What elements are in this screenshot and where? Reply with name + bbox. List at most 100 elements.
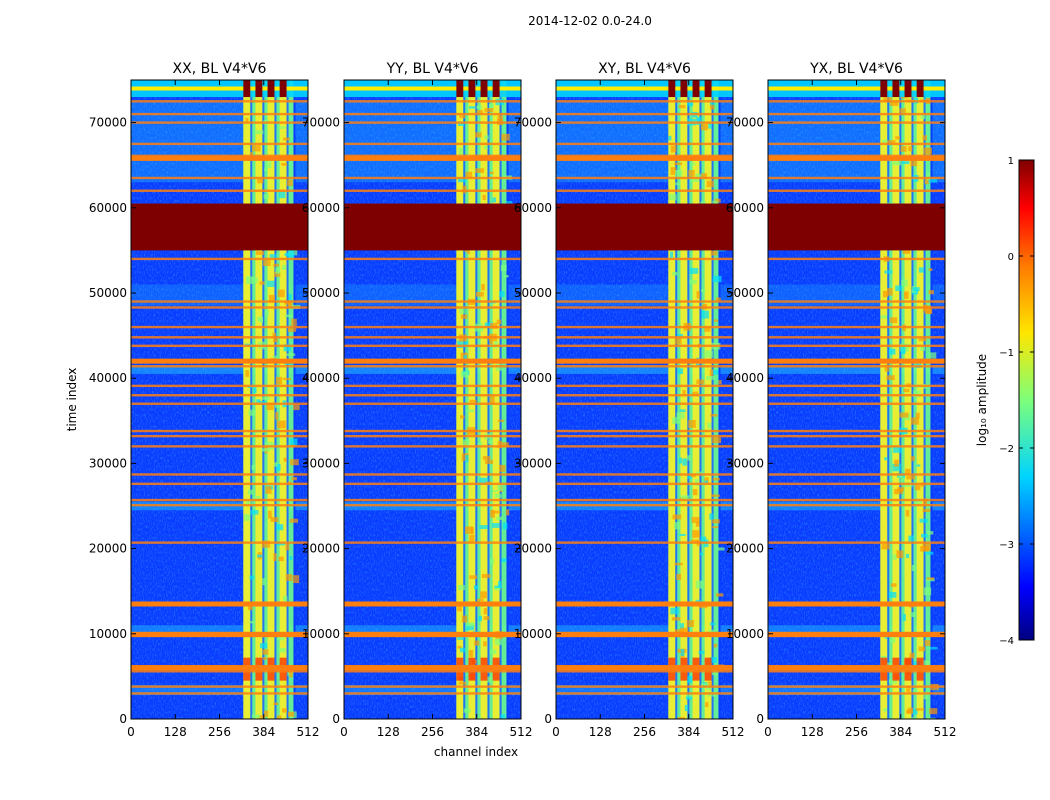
- flag-line: [768, 365, 945, 368]
- flag-line: [344, 692, 521, 695]
- heatmap-image: [556, 80, 733, 719]
- x-tick-label: 128: [164, 725, 187, 739]
- rfi-speckle: [684, 704, 689, 712]
- rfi-speckle: [479, 525, 488, 530]
- rfi-speckle: [254, 130, 264, 135]
- rfi-speckle: [916, 464, 921, 467]
- rfi-speckle: [711, 369, 719, 375]
- rfi-speckle: [890, 583, 897, 587]
- rfi-speckle: [278, 191, 286, 199]
- rfi-speckle: [484, 322, 494, 327]
- rfi-speckle: [251, 145, 261, 152]
- x-tick-label: 0: [127, 725, 135, 739]
- y-tick-label: 70000: [514, 116, 552, 130]
- rfi-speckle: [247, 603, 253, 611]
- rfi-speckle: [709, 513, 714, 520]
- rfi-speckle: [466, 624, 475, 631]
- flag-line: [768, 112, 945, 116]
- y-tick-label: 30000: [726, 456, 764, 470]
- top-band-line: [344, 86, 521, 91]
- flag-line: [556, 154, 733, 158]
- rfi-speckle: [922, 135, 928, 141]
- top-saturated-cell: [243, 80, 251, 98]
- y-tick-label: 20000: [726, 542, 764, 556]
- flag-line: [556, 434, 733, 438]
- rfi-speckle: [708, 122, 712, 129]
- cyan-band: [131, 684, 308, 696]
- rfi-speckle: [475, 168, 485, 173]
- rfi-speckle: [501, 442, 509, 447]
- rfi-speckle: [497, 115, 503, 121]
- flag-line-thick: [344, 155, 521, 161]
- y-tick-label: 10000: [302, 627, 340, 641]
- heatmap-image: [768, 80, 945, 719]
- flag-line: [768, 257, 945, 261]
- rfi-speckle: [245, 370, 250, 377]
- rfi-speckle: [476, 110, 483, 114]
- top-saturated-cell: [255, 80, 263, 98]
- rfi-speckle: [669, 251, 674, 259]
- flag-line: [344, 445, 521, 448]
- rfi-speckle: [882, 139, 888, 143]
- rfi-speckle: [930, 647, 938, 650]
- top-saturated-cell: [468, 80, 476, 98]
- flag-line: [556, 384, 733, 388]
- x-tick-label: 0: [764, 725, 772, 739]
- rfi-speckle: [486, 676, 495, 683]
- rfi-speckle: [502, 522, 508, 530]
- rfi-speckle: [922, 660, 930, 665]
- rfi-speckle: [680, 627, 689, 634]
- flag-line: [344, 189, 521, 192]
- rfi-speckle: [707, 681, 712, 687]
- rfi-speckle: [268, 294, 275, 303]
- rfi-edge: [293, 80, 296, 719]
- rfi-speckle: [709, 104, 715, 110]
- rfi-speckle: [691, 516, 700, 523]
- rfi-speckle: [912, 708, 918, 715]
- rfi-speckle: [677, 368, 684, 375]
- rfi-speckle: [699, 552, 704, 556]
- rfi-edge: [718, 80, 721, 719]
- cyan-band: [556, 625, 733, 636]
- rfi-speckle: [898, 475, 904, 483]
- rfi-speckle: [278, 648, 286, 653]
- rfi-speckle: [484, 459, 494, 464]
- rfi-speckle: [285, 543, 290, 551]
- rfi-speckle: [461, 453, 469, 461]
- x-tick-label: 384: [889, 725, 912, 739]
- rfi-speckle: [505, 509, 510, 516]
- rfi-speckle: [465, 455, 469, 463]
- rfi-speckle: [245, 117, 249, 123]
- y-tick-label: 30000: [302, 456, 340, 470]
- rfi-speckle: [707, 422, 712, 429]
- rfi-speckle: [887, 140, 896, 144]
- x-tick-label: 384: [465, 725, 488, 739]
- top-saturated-cell: [880, 80, 888, 98]
- rfi-speckle: [923, 587, 932, 596]
- rfi-speckle: [712, 437, 722, 444]
- flag-line: [131, 670, 308, 673]
- rfi-speckle: [702, 718, 708, 719]
- rfi-speckle: [888, 348, 896, 355]
- rfi-speckle: [248, 409, 256, 416]
- rfi-speckle: [688, 420, 696, 428]
- rfi-speckle: [679, 409, 686, 413]
- rfi-speckle: [462, 185, 467, 194]
- figure-title: 2014-12-02 0.0-24.0: [528, 14, 652, 28]
- top-saturated-cell: [892, 80, 900, 98]
- rfi-speckle: [459, 647, 466, 653]
- rfi-speckle: [922, 508, 931, 513]
- rfi-speckle: [275, 267, 281, 274]
- rfi-speckle: [695, 173, 702, 178]
- rfi-speckle: [464, 526, 473, 534]
- rfi-speckle: [243, 514, 251, 521]
- rfi-speckle: [711, 494, 720, 497]
- y-tick-label: 60000: [726, 201, 764, 215]
- colorbar-tick-label: −1: [999, 348, 1014, 359]
- rfi-speckle: [889, 101, 899, 106]
- flag-line: [556, 112, 733, 116]
- rfi-column-gap: [711, 80, 714, 719]
- rfi-column-2: [892, 80, 900, 719]
- flag-line: [344, 121, 521, 124]
- rfi-speckle: [715, 297, 721, 302]
